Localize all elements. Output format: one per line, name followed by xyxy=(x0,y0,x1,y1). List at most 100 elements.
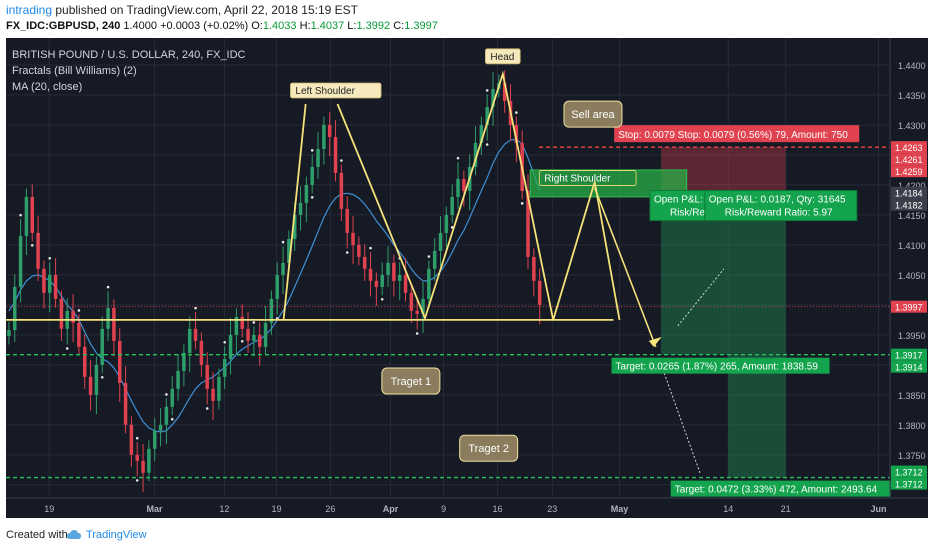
stop-zone xyxy=(728,147,786,195)
symbol-label: FX_IDC:GBPUSD, 240 xyxy=(6,20,121,32)
x-tick-label: Mar xyxy=(147,504,164,514)
fractal-up-marker xyxy=(106,285,110,289)
candle-body xyxy=(18,235,23,287)
chart-panel[interactable]: Open P&L: 0.0 Risk/Rewa Open P&L: 0.0187, … xyxy=(6,38,928,518)
fractal-down-marker xyxy=(380,297,384,301)
shape-label-text: Right Shoulder xyxy=(544,174,611,185)
shape-label-text: Head xyxy=(490,52,514,63)
risk-reward-text: Risk/Reward Ratio: 5.97 xyxy=(725,208,833,219)
x-tick-label: May xyxy=(611,504,629,514)
fractal-down-marker xyxy=(240,339,244,343)
fractal-down-marker xyxy=(415,332,419,335)
fractal-down-marker xyxy=(485,143,489,146)
target1-label-box xyxy=(611,357,830,374)
target-arrow xyxy=(593,187,657,348)
candle-body xyxy=(368,268,373,281)
stop-label-text: Stop: 0.0079 Stop: 0.0079 (0.56%) 79, Am… xyxy=(618,130,848,141)
grid-lines xyxy=(6,38,890,498)
annotation-layer: Open P&L: 0.0 Risk/Rewa Open P&L: 0.0187, … xyxy=(290,48,891,497)
candle-body xyxy=(24,196,29,236)
price-badge xyxy=(891,300,927,313)
shape-label-box xyxy=(538,170,637,186)
low-label: L: xyxy=(347,20,357,32)
candle-body xyxy=(252,334,256,341)
close-label: C: xyxy=(393,20,405,32)
price-badge-text: 1.3712 xyxy=(895,468,923,478)
candle-body xyxy=(12,286,17,331)
fractal-down-marker xyxy=(205,407,209,410)
axes-layer: 1.44001.43501.43001.42501.42001.41501.41… xyxy=(6,38,928,514)
candle-body xyxy=(281,262,285,275)
level-lines xyxy=(6,146,890,479)
tradingview-brand[interactable]: TradingView xyxy=(86,529,147,541)
candle-body xyxy=(205,364,209,389)
x-tick-label: 9 xyxy=(441,504,446,514)
ma-line xyxy=(8,138,541,433)
published-text: published on TradingView.com, April 22, … xyxy=(52,3,359,17)
candle-body xyxy=(30,196,34,233)
candle-body xyxy=(345,208,349,233)
fractal-up-marker xyxy=(165,393,168,396)
candle-body xyxy=(88,376,93,395)
candle-body xyxy=(491,88,495,107)
profit-zone xyxy=(728,194,786,478)
moving-average xyxy=(8,138,541,433)
price-badge xyxy=(891,153,927,166)
publish-info: intrading published on TradingView.com, … xyxy=(6,3,358,17)
candle-body xyxy=(427,268,431,299)
shape-label-text: Left Shoulder xyxy=(295,86,355,97)
y-tick-label: 1.4150 xyxy=(898,211,926,221)
candle-body xyxy=(147,448,151,473)
target2-label-text: Target: 0.0472 (3.33%) 472, Amount: 2493… xyxy=(675,485,878,496)
fractal-up-marker xyxy=(369,246,372,250)
candle-body xyxy=(386,262,390,275)
candle-body xyxy=(537,280,542,305)
tradingview-cloud-icon[interactable] xyxy=(66,527,82,543)
candle-body xyxy=(257,334,262,347)
fractal-up-marker xyxy=(194,306,197,310)
x-tick-label: Apr xyxy=(383,504,399,514)
x-tick-label: 16 xyxy=(492,504,502,514)
candle-body xyxy=(362,256,367,269)
candle-body xyxy=(409,292,414,311)
price-badge xyxy=(891,165,927,178)
candle-body xyxy=(106,307,110,329)
candle-body xyxy=(100,328,104,365)
x-tick-label: 26 xyxy=(325,504,335,514)
candle-body xyxy=(71,310,75,323)
candle-body xyxy=(514,124,519,143)
price-badge-text: 1.4259 xyxy=(895,167,923,177)
publisher-name[interactable]: intrading xyxy=(6,3,53,17)
candle-body xyxy=(152,430,157,449)
candle-body xyxy=(234,316,239,335)
candle-body xyxy=(403,274,408,293)
candle-body xyxy=(176,370,180,389)
footer: Created with TradingView xyxy=(0,520,932,550)
price-badge xyxy=(891,198,927,211)
legend-ma: MA (20, close) xyxy=(12,81,82,93)
price-badge-text: 1.4263 xyxy=(895,143,923,153)
shape-label-box xyxy=(290,82,382,99)
candle-body xyxy=(129,424,134,455)
open-pnl-box xyxy=(704,190,858,222)
fractal-down-marker xyxy=(170,417,174,421)
candle-body xyxy=(182,352,186,371)
open-pnl-text: Open P&L: 0.0187, Qty: 31645 xyxy=(709,195,846,206)
fractal-up-marker xyxy=(223,340,227,344)
position-layer xyxy=(661,147,786,478)
candle-body xyxy=(123,382,128,425)
candle-body xyxy=(82,346,87,377)
candle-body xyxy=(392,262,396,281)
close-value: 1.3997 xyxy=(404,20,438,32)
candle-body xyxy=(7,330,11,337)
candle-body xyxy=(211,388,215,401)
candle-body xyxy=(502,82,507,101)
candle-body xyxy=(47,274,52,293)
chart-canvas[interactable]: Open P&L: 0.0 Risk/Rewa Open P&L: 0.0187, … xyxy=(6,38,928,518)
candle-body xyxy=(135,454,139,461)
fractal-up-marker xyxy=(485,89,489,92)
candle-body xyxy=(532,256,536,281)
candle-body xyxy=(292,214,297,239)
fractal-up-marker xyxy=(252,321,256,324)
y-tick-label: 1.4050 xyxy=(898,271,926,281)
